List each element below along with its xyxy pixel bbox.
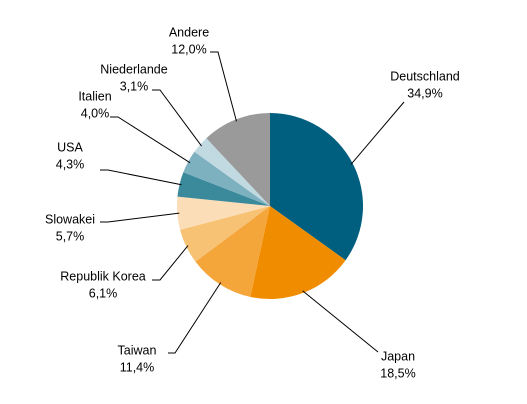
pie-slice — [180, 206, 270, 262]
leader-line — [100, 169, 182, 186]
pie-slice — [177, 196, 270, 230]
slice-value-label: 12,0% — [171, 42, 206, 56]
slice-value-label: 4,3% — [56, 157, 85, 171]
slice-label: Slowakei — [45, 212, 95, 226]
slice-value-label: 6,1% — [89, 286, 118, 300]
slice-value-label: 34,9% — [407, 86, 442, 100]
leader-line — [302, 290, 379, 353]
pie-slice — [270, 113, 363, 261]
slice-value-label: 5,7% — [56, 229, 85, 243]
leader-line — [100, 212, 180, 223]
pie-slice — [183, 151, 270, 206]
slice-label: Italien — [78, 89, 111, 103]
slice-label: Taiwan — [118, 343, 157, 357]
slice-value-label: 11,4% — [120, 360, 155, 374]
slice-label: Niederlande — [100, 62, 167, 76]
slice-label: Andere — [169, 25, 209, 39]
pie-slice — [195, 206, 270, 297]
pie-slice — [206, 113, 270, 206]
leader-line — [210, 51, 237, 122]
slice-value-label: 18,5% — [380, 366, 415, 380]
leader-line — [168, 282, 222, 354]
leader-line — [152, 245, 189, 281]
slice-label: Republik Korea — [60, 269, 146, 283]
slice-label: Deutschland — [390, 69, 460, 83]
leader-line — [152, 89, 202, 147]
leader-line — [110, 116, 191, 164]
pie-slice — [194, 138, 270, 206]
pie-slice — [177, 172, 270, 206]
slice-label: Japan — [381, 349, 415, 363]
slice-value-label: 3,1% — [120, 79, 149, 93]
slice-value-label: 4,0% — [81, 106, 110, 120]
pie-slice — [250, 206, 346, 299]
leader-line — [350, 101, 405, 165]
slice-label: USA — [57, 140, 83, 154]
